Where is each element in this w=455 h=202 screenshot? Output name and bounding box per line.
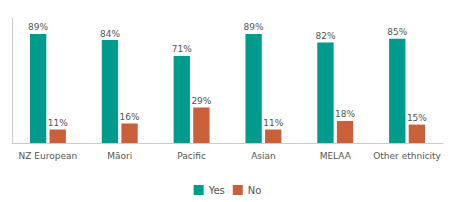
svg-text:Yes: Yes (208, 185, 225, 196)
svg-text:89%: 89% (244, 22, 264, 32)
svg-text:15%: 15% (407, 113, 427, 123)
svg-text:29%: 29% (191, 96, 211, 106)
svg-text:89%: 89% (28, 22, 48, 32)
svg-text:NZ European: NZ European (19, 151, 78, 161)
svg-text:11%: 11% (263, 118, 283, 128)
svg-text:84%: 84% (100, 29, 120, 39)
svg-text:Pacific: Pacific (177, 151, 206, 161)
svg-text:MELAA: MELAA (320, 151, 352, 161)
svg-text:85%: 85% (387, 27, 407, 37)
svg-text:11%: 11% (48, 118, 68, 128)
svg-text:Other ethnicity: Other ethnicity (373, 151, 441, 161)
svg-text:No: No (248, 185, 262, 196)
svg-text:18%: 18% (335, 109, 355, 119)
svg-text:Asian: Asian (251, 151, 276, 161)
svg-text:Māori: Māori (107, 151, 132, 161)
svg-text:71%: 71% (172, 44, 192, 54)
svg-text:82%: 82% (315, 31, 335, 41)
svg-text:16%: 16% (120, 112, 140, 122)
